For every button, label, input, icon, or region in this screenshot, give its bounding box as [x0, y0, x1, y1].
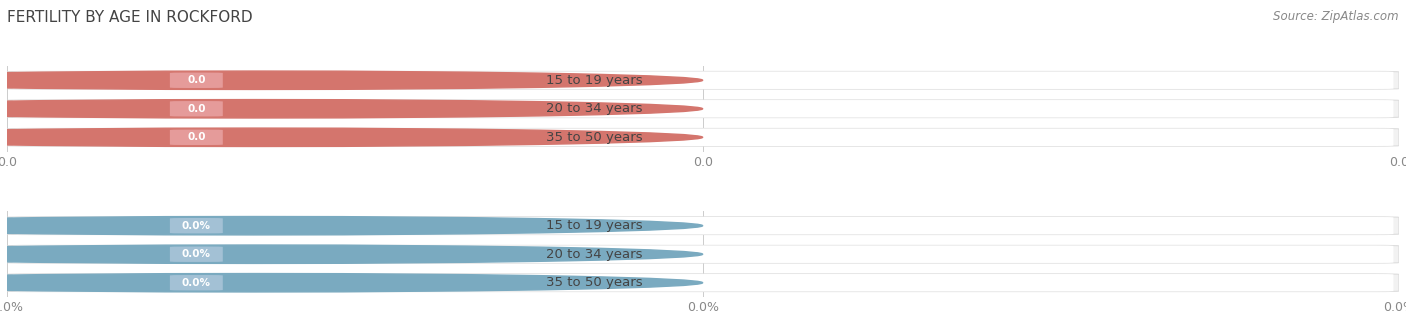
Circle shape: [0, 245, 703, 263]
Text: 20 to 34 years: 20 to 34 years: [546, 248, 643, 261]
Text: 0.0: 0.0: [187, 132, 205, 142]
FancyBboxPatch shape: [7, 217, 1399, 235]
FancyBboxPatch shape: [170, 218, 222, 233]
FancyBboxPatch shape: [7, 128, 1399, 146]
FancyBboxPatch shape: [13, 217, 1393, 234]
FancyBboxPatch shape: [170, 130, 222, 145]
FancyBboxPatch shape: [170, 275, 222, 290]
Text: 0.0: 0.0: [187, 75, 205, 85]
Circle shape: [0, 128, 703, 147]
Text: 20 to 34 years: 20 to 34 years: [546, 102, 643, 115]
FancyBboxPatch shape: [13, 72, 1393, 89]
Circle shape: [0, 216, 703, 235]
FancyBboxPatch shape: [170, 73, 222, 88]
FancyBboxPatch shape: [13, 274, 1393, 291]
Circle shape: [0, 274, 703, 292]
FancyBboxPatch shape: [13, 246, 1393, 263]
Text: 35 to 50 years: 35 to 50 years: [546, 131, 643, 144]
FancyBboxPatch shape: [7, 71, 1399, 89]
FancyBboxPatch shape: [7, 100, 1399, 117]
FancyBboxPatch shape: [13, 129, 1393, 146]
Circle shape: [0, 100, 703, 118]
FancyBboxPatch shape: [13, 100, 1393, 117]
FancyBboxPatch shape: [170, 101, 222, 116]
Circle shape: [0, 71, 703, 89]
Text: Source: ZipAtlas.com: Source: ZipAtlas.com: [1274, 10, 1399, 23]
Text: 0.0: 0.0: [187, 104, 205, 114]
FancyBboxPatch shape: [7, 274, 1399, 292]
Text: 0.0%: 0.0%: [181, 278, 211, 288]
Text: 35 to 50 years: 35 to 50 years: [546, 276, 643, 289]
Text: 0.0%: 0.0%: [181, 221, 211, 231]
FancyBboxPatch shape: [170, 247, 222, 262]
Text: 0.0%: 0.0%: [181, 249, 211, 259]
Text: 15 to 19 years: 15 to 19 years: [546, 219, 643, 232]
Text: 15 to 19 years: 15 to 19 years: [546, 74, 643, 87]
FancyBboxPatch shape: [7, 246, 1399, 263]
Text: FERTILITY BY AGE IN ROCKFORD: FERTILITY BY AGE IN ROCKFORD: [7, 10, 253, 25]
